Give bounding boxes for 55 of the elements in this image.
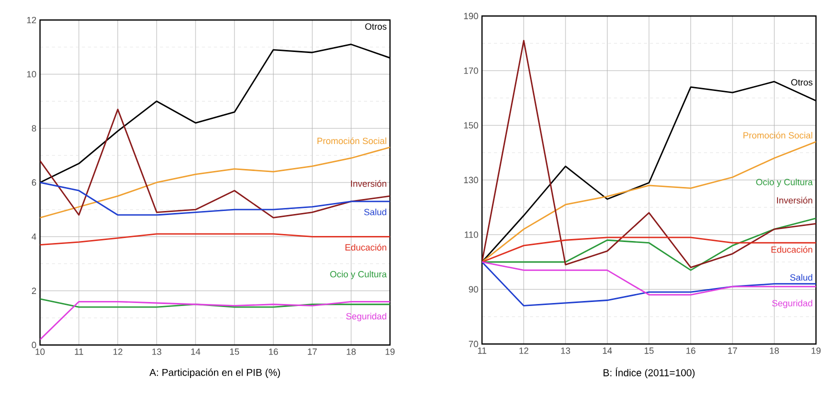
- series-label: Seguridad: [346, 312, 386, 322]
- y-tick-label: 6: [32, 179, 36, 186]
- x-tick-label: 18: [346, 348, 356, 355]
- x-tick-label: 14: [191, 348, 200, 355]
- y-tick-label: 130: [464, 176, 478, 184]
- line-series: [40, 182, 390, 216]
- x-tick-label: 13: [152, 348, 162, 355]
- y-tick-label: 110: [464, 231, 478, 238]
- series-label: Salud: [790, 274, 812, 281]
- series-label: Salud: [364, 208, 386, 216]
- x-tick-label: 10: [36, 348, 45, 355]
- y-tick-label: 4: [32, 234, 36, 240]
- y-tick-label: 190: [464, 12, 478, 20]
- series-label: Otros: [791, 79, 812, 86]
- x-tick-label: 19: [812, 348, 821, 354]
- x-tick-label: 19: [386, 348, 395, 355]
- series-label: Seguridad: [772, 300, 812, 308]
- y-tick-label: 150: [464, 122, 478, 129]
- line-series: [40, 146, 390, 218]
- x-tick-label: 11: [478, 348, 486, 354]
- series-label: Educación: [772, 246, 812, 253]
- x-tick-label: 17: [728, 348, 738, 354]
- line-series: [482, 141, 816, 263]
- text: Ocio y Cultura: [756, 178, 813, 188]
- text: B: Índice (2011=100): [604, 368, 695, 378]
- x-tick-label: 14: [602, 348, 612, 354]
- y-tick-label: 8: [32, 125, 36, 132]
- x-tick-label: 18: [770, 348, 779, 354]
- x-tick-label: 16: [686, 348, 696, 354]
- x-tick-label: 17: [308, 348, 317, 355]
- y-tick-label: 2: [32, 288, 36, 294]
- series-label: Inversión: [351, 180, 386, 187]
- text: Otros: [365, 23, 386, 30]
- series-label: Promoción Social: [318, 137, 386, 144]
- series-label: Educación: [346, 244, 386, 251]
- y-tick-label: 0: [32, 342, 36, 348]
- x-tick-label: 11: [74, 348, 84, 355]
- x-tick-label: 12: [113, 348, 122, 355]
- y-tick-label: 10: [27, 70, 36, 78]
- y-tick-label: 70: [468, 340, 478, 348]
- text: A: Participación en el PIB (%): [149, 368, 280, 378]
- x-tick-label: 15: [230, 348, 240, 355]
- text: Ocio y Cultura: [330, 270, 387, 280]
- line-series: [40, 300, 390, 340]
- x-tick-label: 16: [269, 348, 278, 355]
- line-series: [482, 40, 816, 268]
- x-tick-label: 13: [561, 348, 570, 354]
- text: Inversión: [777, 196, 812, 204]
- y-tick-label: 12: [27, 16, 36, 24]
- line-series: [40, 108, 390, 218]
- y-tick-label: 170: [464, 67, 478, 74]
- series-label: Promoción Social: [743, 132, 812, 139]
- y-tick-label: 90: [468, 286, 478, 293]
- x-tick-label: 15: [644, 348, 654, 354]
- x-tick-label: 12: [519, 348, 528, 354]
